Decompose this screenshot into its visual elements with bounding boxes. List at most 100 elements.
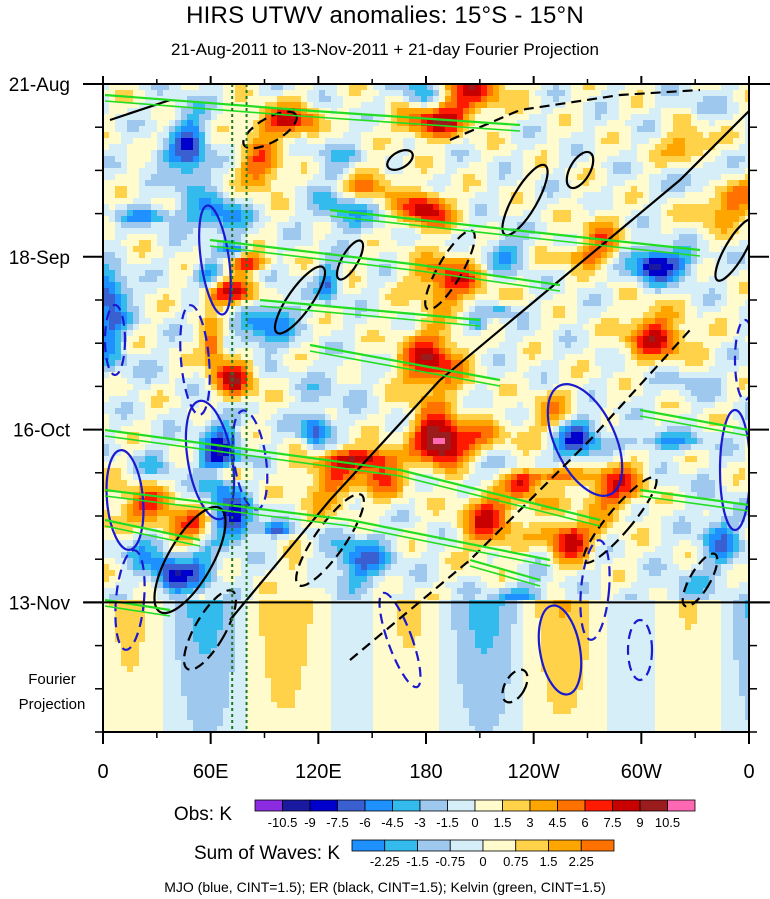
- heatmap-cell: [355, 108, 362, 115]
- heatmap-cell: [259, 150, 266, 157]
- heatmap-cell: [691, 222, 698, 229]
- heatmap-cell: [709, 288, 716, 295]
- heatmap-cell: [409, 162, 416, 169]
- heatmap-cell: [529, 324, 536, 331]
- heatmap-cell: [421, 96, 428, 103]
- heatmap-cell: [541, 270, 548, 277]
- heatmap-cell: [349, 234, 356, 241]
- heatmap-cell: [325, 180, 332, 187]
- heatmap-cell: [727, 132, 734, 139]
- heatmap-cell: [247, 84, 254, 91]
- heatmap-cell: [739, 342, 746, 349]
- heatmap-cell: [151, 222, 158, 229]
- heatmap-cell: [253, 348, 260, 355]
- heatmap-cell: [475, 162, 482, 169]
- heatmap-cell: [649, 84, 656, 91]
- heatmap-cell: [433, 282, 440, 289]
- heatmap-cell: [529, 198, 536, 205]
- heatmap-cell: [601, 252, 608, 259]
- heatmap-cell: [301, 96, 308, 103]
- heatmap-cell: [127, 342, 134, 349]
- heatmap-cell: [631, 234, 638, 241]
- heatmap-cell: [127, 312, 134, 319]
- heatmap-cell: [289, 162, 296, 169]
- heatmap-cell: [559, 192, 566, 199]
- heatmap-cell: [487, 84, 494, 91]
- heatmap-cell: [631, 210, 638, 217]
- heatmap-cell: [151, 180, 158, 187]
- heatmap-cell: [733, 216, 740, 223]
- heatmap-cell: [265, 114, 272, 121]
- heatmap-cell: [601, 270, 608, 277]
- heatmap-cell: [259, 192, 266, 199]
- heatmap-cell: [337, 282, 344, 289]
- heatmap-cell: [145, 348, 152, 355]
- heatmap-cell: [217, 180, 224, 187]
- heatmap-cell: [307, 192, 314, 199]
- heatmap-cell: [217, 120, 224, 127]
- heatmap-cell: [445, 324, 452, 331]
- heatmap-cell: [595, 156, 602, 163]
- heatmap-cell: [193, 120, 200, 127]
- heatmap-cell: [241, 192, 248, 199]
- heatmap-cell: [415, 318, 422, 325]
- heatmap-cell: [727, 282, 734, 289]
- heatmap-cell: [547, 90, 554, 97]
- heatmap-cell: [475, 96, 482, 103]
- heatmap-cell: [733, 96, 740, 103]
- heatmap-cell: [175, 84, 182, 91]
- heatmap-cell: [673, 84, 680, 91]
- heatmap-cell: [337, 180, 344, 187]
- heatmap-cell: [613, 354, 620, 361]
- heatmap-cell: [439, 84, 446, 91]
- heatmap-cell: [523, 120, 530, 127]
- heatmap-cell: [397, 336, 404, 343]
- heatmap-cell: [667, 306, 674, 313]
- heatmap-cell: [727, 222, 734, 229]
- heatmap-cell: [379, 144, 386, 151]
- heatmap-cell: [433, 210, 440, 217]
- heatmap-cell: [181, 360, 188, 367]
- heatmap-cell: [283, 354, 290, 361]
- heatmap-cell: [319, 120, 326, 127]
- heatmap-cell: [715, 102, 722, 109]
- heatmap-cell: [745, 252, 749, 259]
- heatmap-cell: [265, 204, 272, 211]
- heatmap-cell: [613, 114, 620, 121]
- heatmap-cell: [373, 294, 380, 301]
- heatmap-cell: [385, 108, 392, 115]
- heatmap-cell: [565, 318, 572, 325]
- heatmap-cell: [715, 288, 722, 295]
- heatmap-cell: [361, 318, 368, 325]
- heatmap-cell: [499, 264, 506, 271]
- heatmap-cell: [163, 186, 170, 193]
- heatmap-cell: [307, 246, 314, 253]
- heatmap-cell: [121, 84, 128, 91]
- heatmap-cell: [457, 102, 464, 109]
- heatmap-cell: [673, 210, 680, 217]
- heatmap-cell: [337, 342, 344, 349]
- heatmap-cell: [583, 120, 590, 127]
- heatmap-cell: [205, 144, 212, 151]
- heatmap-cell: [565, 162, 572, 169]
- heatmap-cell: [613, 186, 620, 193]
- heatmap-cell: [553, 186, 560, 193]
- heatmap-cell: [259, 132, 266, 139]
- heatmap-cell: [445, 174, 452, 181]
- heatmap-cell: [553, 270, 560, 277]
- heatmap-cell: [403, 342, 410, 349]
- heatmap-cell: [595, 324, 602, 331]
- heatmap-cell: [331, 84, 338, 91]
- heatmap-cell: [103, 180, 110, 187]
- heatmap-cell: [361, 228, 368, 235]
- heatmap-cell: [565, 234, 572, 241]
- heatmap-cell: [721, 342, 728, 349]
- heatmap-cell: [175, 312, 182, 319]
- heatmap-cell: [661, 192, 668, 199]
- heatmap-cell: [193, 186, 200, 193]
- heatmap-cell: [379, 246, 386, 253]
- heatmap-cell: [265, 144, 272, 151]
- heatmap-cell: [733, 222, 740, 229]
- heatmap-cell: [415, 264, 422, 271]
- heatmap-cell: [175, 330, 182, 337]
